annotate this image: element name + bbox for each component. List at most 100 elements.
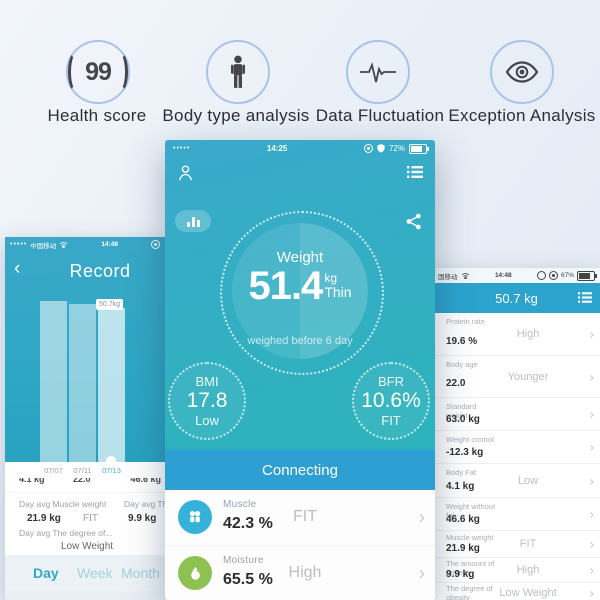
history-chart-button[interactable] bbox=[175, 210, 211, 232]
metric-label: Muscle weight bbox=[446, 533, 494, 542]
chevron-right-icon: › bbox=[418, 563, 425, 584]
avg-muscle-status: FIT bbox=[83, 513, 98, 524]
metric-status: Low Weight bbox=[499, 586, 557, 599]
bar-chart-icon bbox=[191, 217, 195, 227]
record-footer-area bbox=[5, 591, 165, 600]
metric-status: Younger bbox=[507, 370, 549, 383]
tab-day[interactable]: Day bbox=[33, 565, 59, 581]
clock-label: 14:25 bbox=[266, 144, 288, 153]
moisture-status: High bbox=[288, 564, 322, 581]
metric-status: High bbox=[516, 328, 540, 340]
muscle-label: Muscle bbox=[223, 499, 257, 510]
x-tick-label: 07/07 bbox=[44, 466, 63, 475]
tab-week[interactable]: Week bbox=[77, 565, 113, 581]
list-item[interactable]: Standard weight 63.0 kg › bbox=[433, 398, 600, 431]
chevron-right-icon: › bbox=[589, 562, 594, 578]
chevron-right-icon: › bbox=[418, 507, 425, 528]
arc-right bbox=[113, 52, 128, 92]
bmi-value: 17.8 bbox=[186, 388, 228, 412]
list-item[interactable]: Weight control -12.3 kg › bbox=[433, 431, 600, 464]
tab-month[interactable]: Month bbox=[121, 565, 160, 581]
list-item[interactable]: The degree of obesity Low Weight › bbox=[433, 583, 600, 600]
metric-label: Body age bbox=[446, 360, 478, 369]
detail-page-title: 50.7 kg bbox=[495, 291, 538, 306]
lock-icon bbox=[537, 271, 546, 280]
chevron-right-icon: › bbox=[589, 406, 594, 422]
list-item[interactable]: Weight without fat 46.6 kg › bbox=[433, 498, 600, 531]
avg-protein-label: Day avg The bbox=[124, 499, 165, 509]
feature-label-data-fluctuation: Data Fluctuation bbox=[315, 106, 445, 125]
list-item[interactable]: Body age 22.0 Younger › bbox=[433, 356, 600, 398]
feature-label-health-score: Health score bbox=[47, 106, 147, 125]
metric-value: 63.0 kg bbox=[446, 414, 480, 425]
metric-label: Weight control bbox=[446, 435, 494, 444]
selected-bar-notch bbox=[106, 456, 116, 466]
profile-icon[interactable] bbox=[177, 164, 194, 182]
metric-value: 19.6 % bbox=[446, 336, 478, 347]
metric-value: -12.3 kg bbox=[446, 447, 484, 458]
feature-label-body-type: Body type analysis bbox=[162, 106, 310, 125]
x-tick-label: 07/11 bbox=[73, 466, 92, 475]
connecting-button[interactable]: Connecting bbox=[165, 450, 435, 490]
moisture-value: 65.5 % bbox=[223, 571, 273, 588]
metric-value: 21.9 kg bbox=[446, 543, 480, 554]
list-menu-icon[interactable] bbox=[407, 166, 423, 178]
back-icon[interactable]: ‹ bbox=[14, 258, 21, 279]
signal-dots-icon: ••••• bbox=[173, 145, 191, 152]
metric-label: Body Fat bbox=[446, 468, 477, 477]
clipped-value: 22.0 bbox=[73, 478, 91, 484]
avg-degree-label: Day avg The degree of... bbox=[19, 528, 113, 538]
weight-unit: kg bbox=[324, 270, 337, 285]
detail-status-bar: 国移动 14:48 67% bbox=[433, 268, 600, 283]
metric-value: 46.6 kg bbox=[446, 514, 480, 525]
chevron-right-icon: › bbox=[589, 506, 594, 522]
exception-eye-icon bbox=[490, 40, 554, 104]
metric-list: Protein rate 19.6 % High › Body age 22.0… bbox=[433, 313, 600, 600]
metric-status: High bbox=[516, 564, 540, 576]
arc-left bbox=[68, 52, 83, 92]
score-glyph: 99 bbox=[68, 52, 128, 92]
record-header-area: ••••• 中国移动 14:48 ‹ Record 50.7kg bbox=[5, 237, 165, 466]
share-button[interactable] bbox=[404, 212, 423, 231]
weight-value: 51.4 bbox=[248, 264, 323, 308]
weight-bar-2 bbox=[69, 304, 96, 462]
weight-label: Weight bbox=[276, 249, 324, 266]
metric-label: The degree of obesity bbox=[446, 584, 493, 600]
orientation-lock-icon bbox=[363, 144, 373, 153]
bar-chart-icon bbox=[196, 220, 200, 227]
list-item[interactable]: Muscle weight 21.9 kg FIT › bbox=[433, 531, 600, 558]
bmi-dial: BMI 17.8 Low bbox=[168, 362, 246, 440]
list-item[interactable]: The amount of protein 9.9 kg High › bbox=[433, 558, 600, 583]
eye-glyph bbox=[505, 61, 539, 83]
battery-percent-label: 67% bbox=[561, 272, 575, 279]
main-status-bar: ••••• 14:25 72% bbox=[165, 140, 435, 157]
droplet-glyph bbox=[190, 566, 200, 580]
weight-bar-3 bbox=[98, 308, 125, 462]
metric-value: 9.9 kg bbox=[446, 569, 475, 580]
chevron-right-icon: › bbox=[589, 369, 594, 384]
feature-label-exception: Exception Analysis bbox=[448, 106, 596, 125]
metric-label: Weight without fat bbox=[446, 502, 496, 520]
avg-protein-value: 9.9 kg bbox=[128, 513, 157, 524]
wifi-icon bbox=[461, 273, 469, 279]
carrier-label: 中国移动 bbox=[30, 242, 57, 250]
list-item[interactable]: Body Fat 4.1 kg Low › bbox=[433, 464, 600, 498]
chevron-right-icon: › bbox=[589, 439, 594, 455]
carrier-label: 国移动 bbox=[438, 273, 458, 281]
moisture-row[interactable]: Moisture 65.5 % High › bbox=[165, 546, 435, 600]
bfr-label: BFR bbox=[378, 373, 404, 389]
list-item[interactable]: Protein rate 19.6 % High › bbox=[433, 313, 600, 356]
chevron-right-icon: › bbox=[589, 473, 594, 488]
data-fluctuation-ecg-icon bbox=[346, 40, 410, 104]
list-menu-icon[interactable] bbox=[578, 292, 592, 303]
clock-label: 14:48 bbox=[494, 272, 512, 279]
bar-chart-icon bbox=[186, 222, 190, 227]
muscle-row[interactable]: Muscle 42.3 % FIT › bbox=[165, 490, 435, 546]
alarm-icon bbox=[549, 271, 558, 280]
chevron-right-icon: › bbox=[589, 536, 594, 552]
health-score-99-icon: 99 bbox=[66, 40, 130, 104]
chevron-right-icon: › bbox=[589, 585, 594, 600]
metric-status: Low bbox=[517, 474, 539, 487]
metric-label: Standard weight bbox=[446, 402, 477, 420]
lock-icon bbox=[151, 240, 161, 249]
